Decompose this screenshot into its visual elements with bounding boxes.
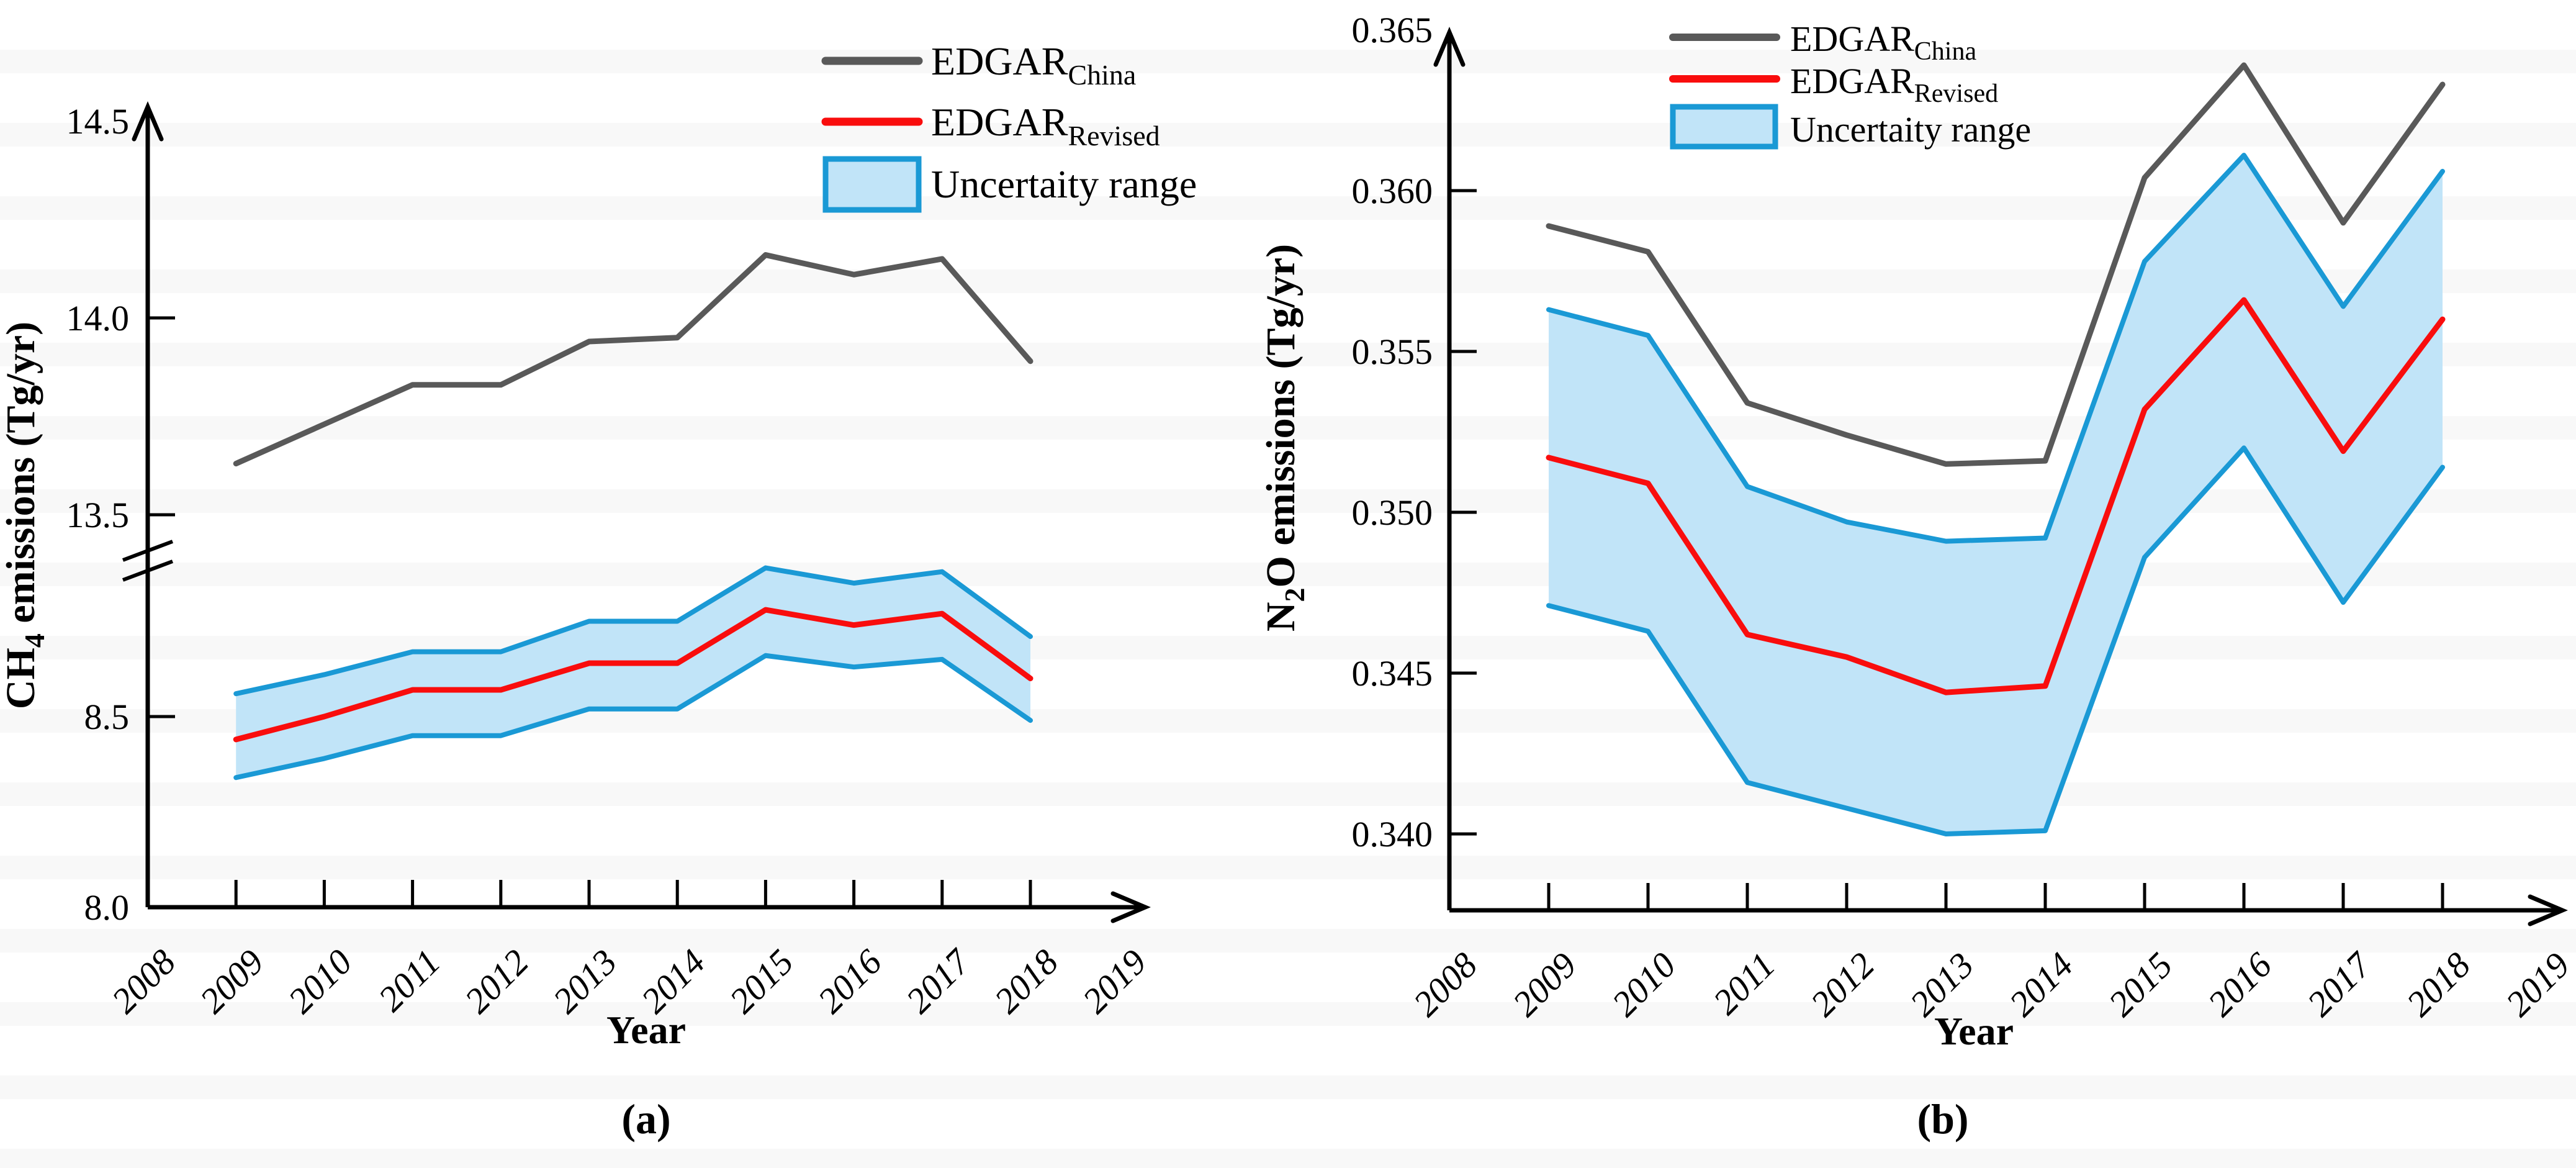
x-tick-label: 2009 xyxy=(192,941,271,1021)
y-tick-label: 8.0 xyxy=(84,887,130,928)
x-tick-label: 2012 xyxy=(457,941,536,1021)
edgar-revised-line xyxy=(233,607,1034,743)
legend-item-edgar-revised: EDGARRevised xyxy=(1669,61,1998,108)
x-tick-label: 2019 xyxy=(2498,944,2576,1024)
legend-label-main: EDGAR xyxy=(931,39,1068,83)
legend-item-label: EDGARRevised xyxy=(1790,61,1998,108)
legend-item-label: EDGARChina xyxy=(931,39,1136,91)
legend-label-main: EDGAR xyxy=(1790,61,1914,101)
y-tick-label: 0.350 xyxy=(1352,492,1433,533)
y-axis-title: CH4 emissions (Tg/yr) xyxy=(0,322,50,709)
legend-label-main: EDGAR xyxy=(1790,19,1914,59)
edgar-revised-line xyxy=(1546,297,2446,695)
legend-label-sub: Revised xyxy=(1914,79,1998,108)
x-tick-label: 2011 xyxy=(1705,944,1783,1022)
y-axis-title-part: O emissions (Tg/yr) xyxy=(1258,244,1304,588)
legend-label-main: Uncertaity range xyxy=(931,162,1197,206)
uncertainty-band-upper-edge xyxy=(1546,153,2445,544)
panel-b-chart: 0.340 0.345 0.350 0.355 0.360 0.365 2008 2009 20… xyxy=(1258,10,2576,1143)
x-tick-label: 2018 xyxy=(986,941,1066,1021)
y-axis-arrowhead-icon xyxy=(132,101,164,142)
y-tick-label: 0.355 xyxy=(1352,332,1433,372)
x-axis-arrowhead-icon xyxy=(1110,891,1151,923)
legend-label-main: Uncertaity range xyxy=(1790,109,2031,150)
legend-item-label: EDGARChina xyxy=(1790,19,1976,66)
x-tick-label: 2008 xyxy=(1405,944,1485,1024)
x-tick-label: 2018 xyxy=(2398,944,2478,1024)
y-tick-label: 8.5 xyxy=(84,697,130,737)
x-axis-title: Year xyxy=(1934,1009,2014,1053)
legend-item-label: Uncertaity range xyxy=(1790,109,2031,150)
x-tick-label: 2015 xyxy=(722,941,801,1021)
legend-item-uncertainty-range: Uncertaity range xyxy=(1670,104,2031,150)
y-tick-label: 0.345 xyxy=(1352,653,1433,694)
y-axis-title: N2O emissions (Tg/yr) xyxy=(1258,244,1310,632)
panel-caption: (b) xyxy=(1917,1095,1968,1143)
x-tick-label: 2017 xyxy=(898,941,978,1021)
axis-break-slash-icon xyxy=(122,540,174,562)
x-tick-label: 2019 xyxy=(1074,941,1154,1021)
x-tick-label: 2010 xyxy=(1604,944,1683,1024)
x-axis-arrowhead-icon xyxy=(2528,894,2568,926)
panel-caption: (a) xyxy=(621,1095,670,1143)
y-axis-title-part: emissions (Tg/yr) xyxy=(0,322,43,633)
x-axis-title: Year xyxy=(606,1008,686,1052)
uncertainty-swatch-icon xyxy=(1670,104,1778,150)
x-tick-label: 2009 xyxy=(1505,944,1584,1024)
legend-item-label: Uncertaity range xyxy=(931,162,1197,206)
x-tick-label: 2017 xyxy=(2299,944,2379,1024)
y-axis-title-part: 4 xyxy=(19,633,50,648)
y-axis-title-part: CH xyxy=(0,648,43,709)
y-axis-top-label: 14.5 xyxy=(66,101,130,142)
legend-label-main: EDGAR xyxy=(931,100,1068,144)
y-axis-title-part: N xyxy=(1258,602,1304,632)
y-tick-label: 13.5 xyxy=(66,495,130,535)
uncertainty-band-lower-edge xyxy=(233,653,1033,781)
legend-item-label: EDGARRevised xyxy=(931,100,1160,152)
legend-item-edgar-revised: EDGARRevised xyxy=(821,100,1160,152)
legend-item-uncertainty-range: Uncertaity range xyxy=(822,156,1197,213)
y-tick-label: 0.360 xyxy=(1352,171,1433,211)
x-tick-label: 2010 xyxy=(281,941,360,1021)
y-tick-label: 14.0 xyxy=(66,298,130,338)
panel-a-chart: 8.0 8.5 13.5 14.0 14.5 2008 2009 2010 2011 2012 20… xyxy=(0,39,1197,1143)
edgar-china-line xyxy=(233,252,1034,467)
uncertainty-band xyxy=(236,568,1031,778)
x-tick-label: 2016 xyxy=(810,941,889,1021)
y-axis-title-part: 2 xyxy=(1279,587,1310,602)
uncertainty-band-lower-edge xyxy=(1546,445,2445,836)
x-tick-label: 2015 xyxy=(2101,944,2180,1024)
x-tick-label: 2016 xyxy=(2200,944,2279,1024)
y-tick-label: 0.340 xyxy=(1352,814,1433,854)
legend-item-edgar-china: EDGARChina xyxy=(1669,19,1976,66)
x-tick-label: 2011 xyxy=(371,941,448,1019)
legend-label-sub: Revised xyxy=(1068,120,1160,152)
y-axis-top-label: 0.365 xyxy=(1352,10,1433,50)
edgar-china-line xyxy=(1546,62,2446,467)
x-tick-label: 2008 xyxy=(104,941,183,1021)
axis-break-slash-icon xyxy=(122,559,174,582)
legend-label-sub: China xyxy=(1914,37,1977,66)
legend-item-edgar-china: EDGARChina xyxy=(821,39,1136,91)
uncertainty-band-upper-edge xyxy=(233,565,1033,697)
y-axis-arrowhead-icon xyxy=(1433,27,1466,67)
x-tick-label: 2012 xyxy=(1803,944,1882,1024)
legend-label-sub: China xyxy=(1068,59,1136,91)
uncertainty-swatch-icon xyxy=(822,156,922,213)
